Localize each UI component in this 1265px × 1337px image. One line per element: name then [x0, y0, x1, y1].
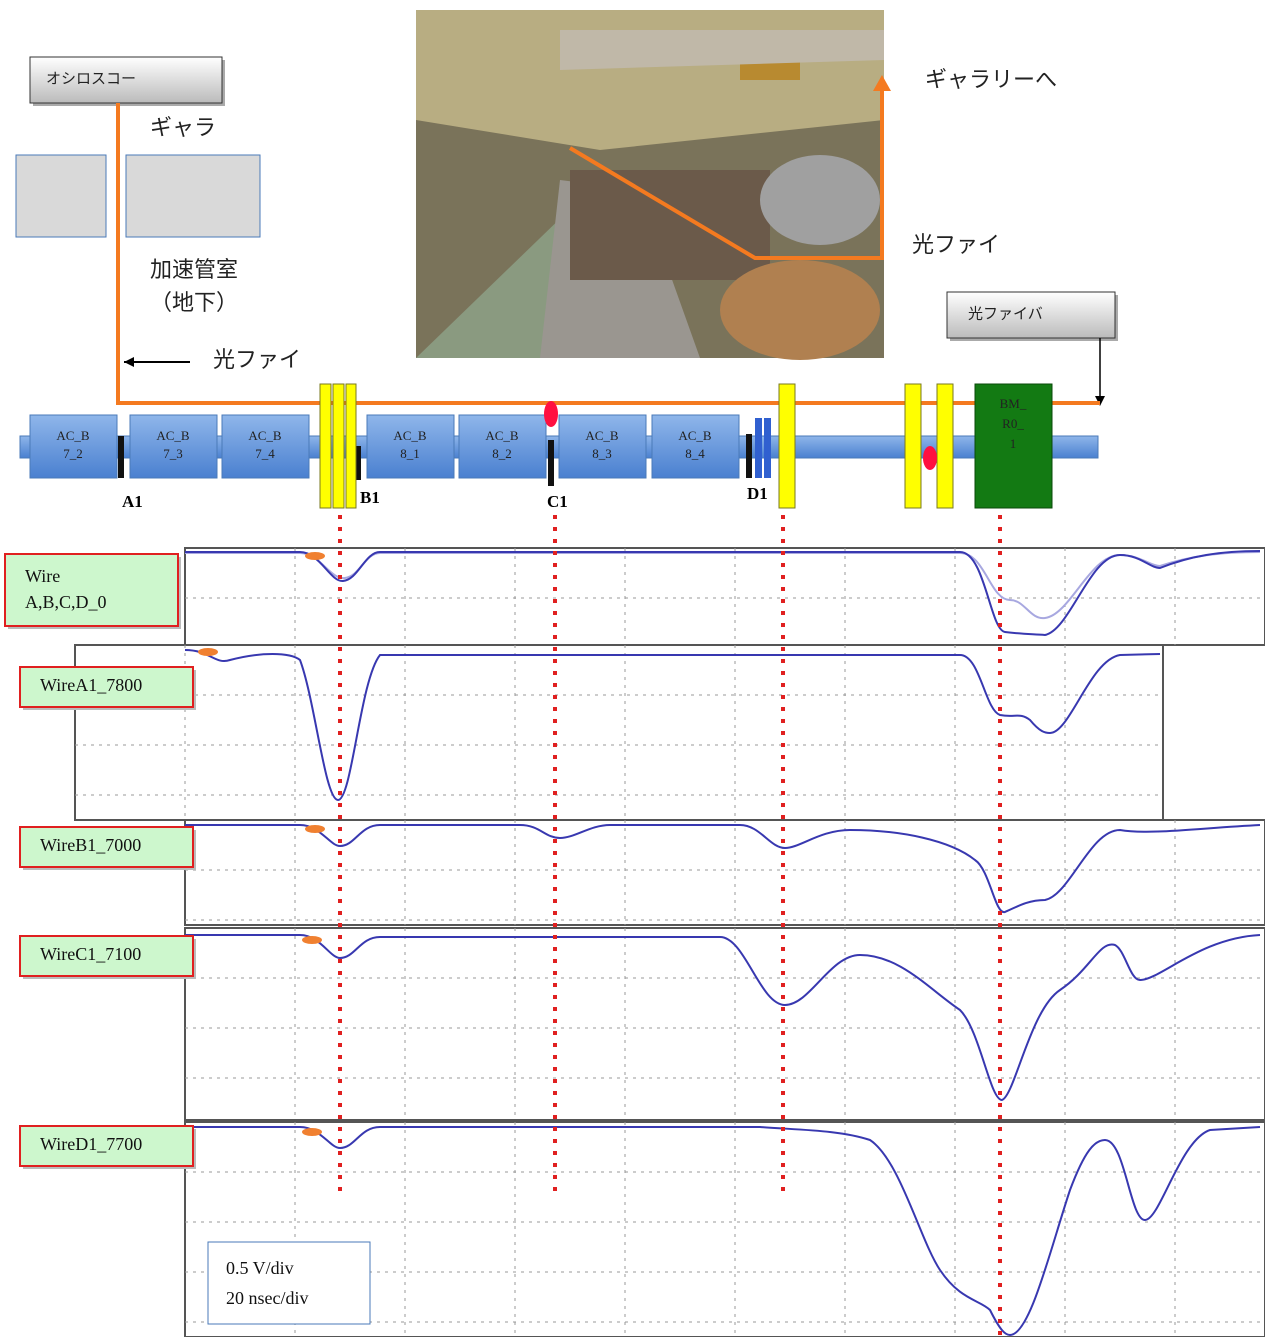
trace-label-box — [19, 666, 194, 708]
label: 光ファイ — [213, 347, 301, 372]
tube — [458, 414, 547, 479]
trace-label-box — [19, 935, 194, 977]
label: 20 nsec/div — [226, 1288, 309, 1308]
label: 加速管室 — [150, 257, 238, 282]
tube-label: AC_B — [393, 428, 427, 443]
tube-label: AC_B — [585, 428, 619, 443]
magnets — [319, 383, 954, 509]
trace-label: WireC1_7100 — [40, 944, 141, 964]
marker — [544, 401, 558, 427]
label: オシロスコー — [46, 71, 136, 87]
tube-label: AC_B — [248, 428, 282, 443]
monitors — [118, 418, 771, 486]
tube-label: 8_3 — [592, 446, 612, 461]
tube — [221, 414, 310, 479]
label: R0_ — [1002, 416, 1024, 431]
room-box — [125, 154, 261, 238]
trace-label: WireB1_7000 — [40, 835, 141, 855]
label: 光ファイバ — [968, 305, 1043, 322]
marker — [923, 446, 937, 470]
scope-panel — [184, 927, 1265, 1121]
trace-label-box — [19, 826, 194, 868]
scope-panel — [184, 819, 1265, 926]
tube — [558, 414, 647, 479]
reference-lines — [338, 515, 1002, 1337]
tube — [129, 414, 218, 479]
tube-label: 7_4 — [255, 446, 275, 461]
tube-label: AC_B — [485, 428, 519, 443]
tube-label: 7_3 — [163, 446, 183, 461]
fiber-route — [568, 88, 884, 260]
scope-panel — [184, 547, 1265, 646]
tube — [29, 414, 118, 479]
monitor-label: D1 — [747, 484, 768, 503]
photo — [416, 10, 884, 360]
label: 光ファイ — [912, 232, 1000, 257]
trace-label: A,B,C,D_0 — [25, 592, 107, 612]
label: ギャラリーへ — [925, 67, 1057, 92]
arrowhead — [124, 357, 134, 367]
scale-box — [207, 1241, 371, 1325]
monitor-label: C1 — [547, 492, 568, 511]
room-box — [15, 154, 107, 238]
label: 1 — [1010, 436, 1017, 451]
tube — [366, 414, 455, 479]
fiber-line — [116, 103, 1100, 405]
tube-label: 7_2 — [63, 446, 83, 461]
trace-label: Wire — [25, 566, 60, 586]
label: 0.5 V/div — [226, 1258, 294, 1278]
label: （地下） — [150, 290, 238, 315]
tube-label: 8_2 — [492, 446, 512, 461]
trace-label: WireA1_7800 — [40, 675, 142, 695]
bm-box — [974, 383, 1053, 509]
trace-label: WireD1_7700 — [40, 1134, 142, 1154]
tube-label: AC_B — [678, 428, 712, 443]
label: BM_ — [1000, 396, 1027, 411]
tube — [651, 414, 740, 479]
monitor-label: B1 — [360, 488, 380, 507]
tube-label: 8_4 — [685, 446, 705, 461]
traces — [184, 550, 1261, 1337]
tube-label: AC_B — [156, 428, 190, 443]
oscilloscope-box — [29, 56, 223, 104]
monitor-label: A1 — [122, 492, 143, 511]
tube-label: 8_1 — [400, 446, 420, 461]
trace-label-box — [19, 1125, 194, 1167]
trace-label-box — [4, 553, 179, 627]
tube-label: AC_B — [56, 428, 90, 443]
arrowhead — [873, 75, 891, 91]
label: ギャラ — [150, 115, 216, 140]
scope-panel — [74, 644, 1164, 821]
fiber-box — [946, 291, 1116, 339]
